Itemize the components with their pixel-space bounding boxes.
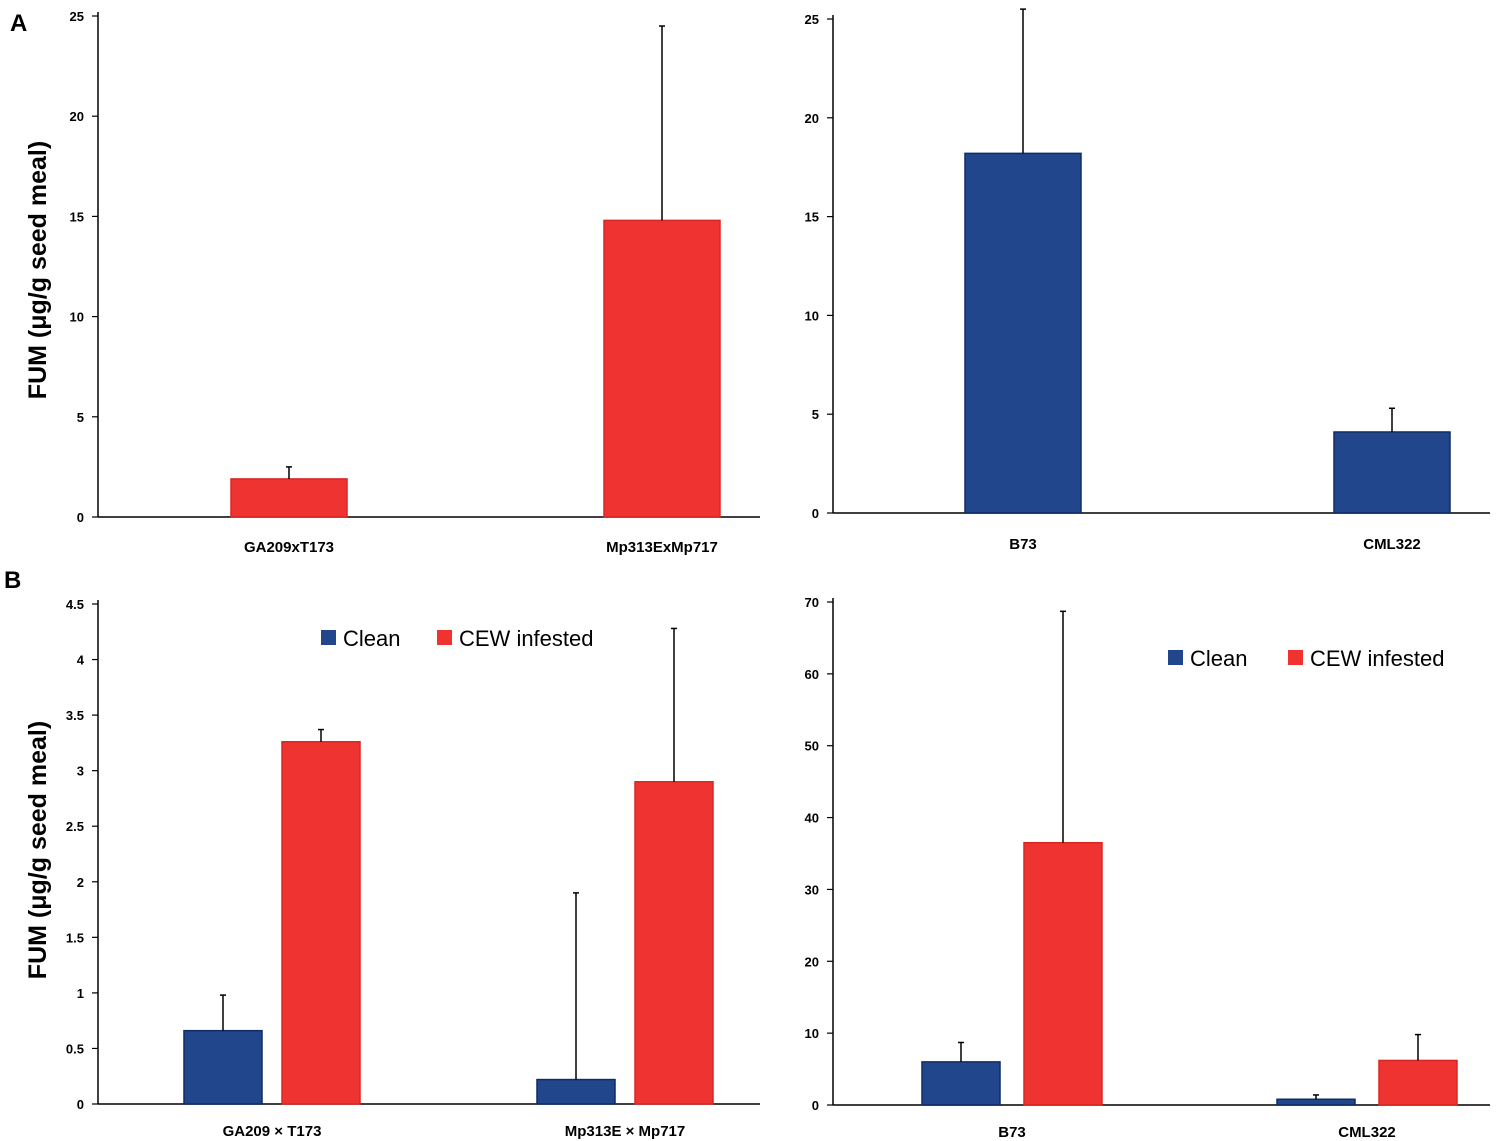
y-tick-label: 30 (805, 882, 819, 897)
bar-clean-1 (536, 1078, 616, 1105)
y-tick-label: 5 (77, 410, 84, 425)
legend-label-1: CEW infested (1310, 646, 1445, 671)
y-axis-title: FUM (μg/g seed meal) (24, 721, 52, 979)
category-label: B73 (1009, 536, 1037, 553)
legend-swatch-1 (437, 630, 452, 645)
y-tick-label: 1.5 (66, 930, 84, 945)
y-tick-label: 4.5 (66, 597, 84, 612)
y-tick-label: 25 (805, 12, 819, 27)
legend-swatch-0 (1168, 650, 1183, 665)
y-tick-label: 10 (805, 308, 819, 323)
bar-value-1 (603, 219, 721, 518)
legend-swatch-0 (321, 630, 336, 645)
y-tick-label: 60 (805, 667, 819, 682)
y-tick-label: 10 (805, 1026, 819, 1041)
category-label: B73 (998, 1124, 1026, 1141)
y-tick-label: 20 (70, 109, 84, 124)
category-label: Mp313ExMp717 (606, 539, 718, 556)
bar-clean-0 (921, 1061, 1001, 1106)
bar-clean-0 (183, 1029, 263, 1105)
bar-cew-infested-1 (634, 781, 714, 1105)
bar-value-0 (964, 152, 1082, 514)
y-tick-label: 3 (77, 764, 84, 779)
chart-b-left: 0 0.5 1 1.5 2 2.5 3 3.5 4 4.5 FUM (μg/g seed meal)… (24, 597, 760, 1140)
y-tick-label: 15 (70, 209, 84, 224)
y-tick-label: 15 (805, 210, 819, 225)
y-tick-label: 0.5 (66, 1041, 84, 1056)
y-tick-label: 0 (77, 1097, 84, 1112)
bar-value-0 (230, 478, 348, 518)
y-tick-label: 5 (812, 407, 819, 422)
y-tick-label: 20 (805, 954, 819, 969)
y-tick-label: 70 (805, 595, 819, 610)
category-label: CML322 (1338, 1124, 1396, 1141)
category-label: GA209 × T173 (223, 1123, 322, 1140)
legend-swatch-1 (1288, 650, 1303, 665)
y-axis-title: FUM (μg/g seed meal) (24, 141, 52, 399)
bar-cew-infested-0 (281, 741, 361, 1105)
y-tick-label: 4 (77, 653, 85, 668)
legend-label-0: Clean (1190, 646, 1247, 671)
category-label: GA209xT173 (244, 539, 334, 556)
y-tick-label: 0 (77, 510, 84, 525)
bar-cew-infested-0 (1023, 841, 1103, 1106)
y-tick-label: 10 (70, 310, 84, 325)
y-tick-label: 25 (70, 9, 84, 24)
y-tick-label: 2 (77, 875, 84, 890)
chart-a-right: 0 5 10 15 20 25 B73 CML322 (805, 8, 1490, 553)
bar-clean-1 (1276, 1098, 1356, 1106)
y-tick-label: 0 (812, 506, 819, 521)
legend-label-1: CEW infested (459, 626, 594, 651)
y-tick-label: 2.5 (66, 819, 84, 834)
y-tick-label: 1 (77, 986, 84, 1001)
y-tick-label: 0 (812, 1098, 819, 1113)
bar-cew-infested-1 (1378, 1059, 1458, 1106)
chart-a-left: 0 5 10 15 20 25 FUM (μg/g seed meal) GA209xT173… (24, 9, 760, 556)
y-tick-label: 3.5 (66, 708, 84, 723)
chart-b-right: 0 10 20 30 40 50 60 70 B73 CML322 Clean CEW infeste… (805, 595, 1490, 1141)
category-label: Mp313E × Mp717 (565, 1123, 685, 1140)
y-tick-label: 40 (805, 811, 819, 826)
y-tick-label: 50 (805, 739, 819, 754)
y-tick-label: 20 (805, 111, 819, 126)
panel-label-a: A (10, 10, 27, 37)
panel-label-b: B (4, 567, 21, 594)
bar-value-1 (1333, 431, 1451, 514)
category-label: CML322 (1363, 536, 1421, 553)
legend-label-0: Clean (343, 626, 400, 651)
